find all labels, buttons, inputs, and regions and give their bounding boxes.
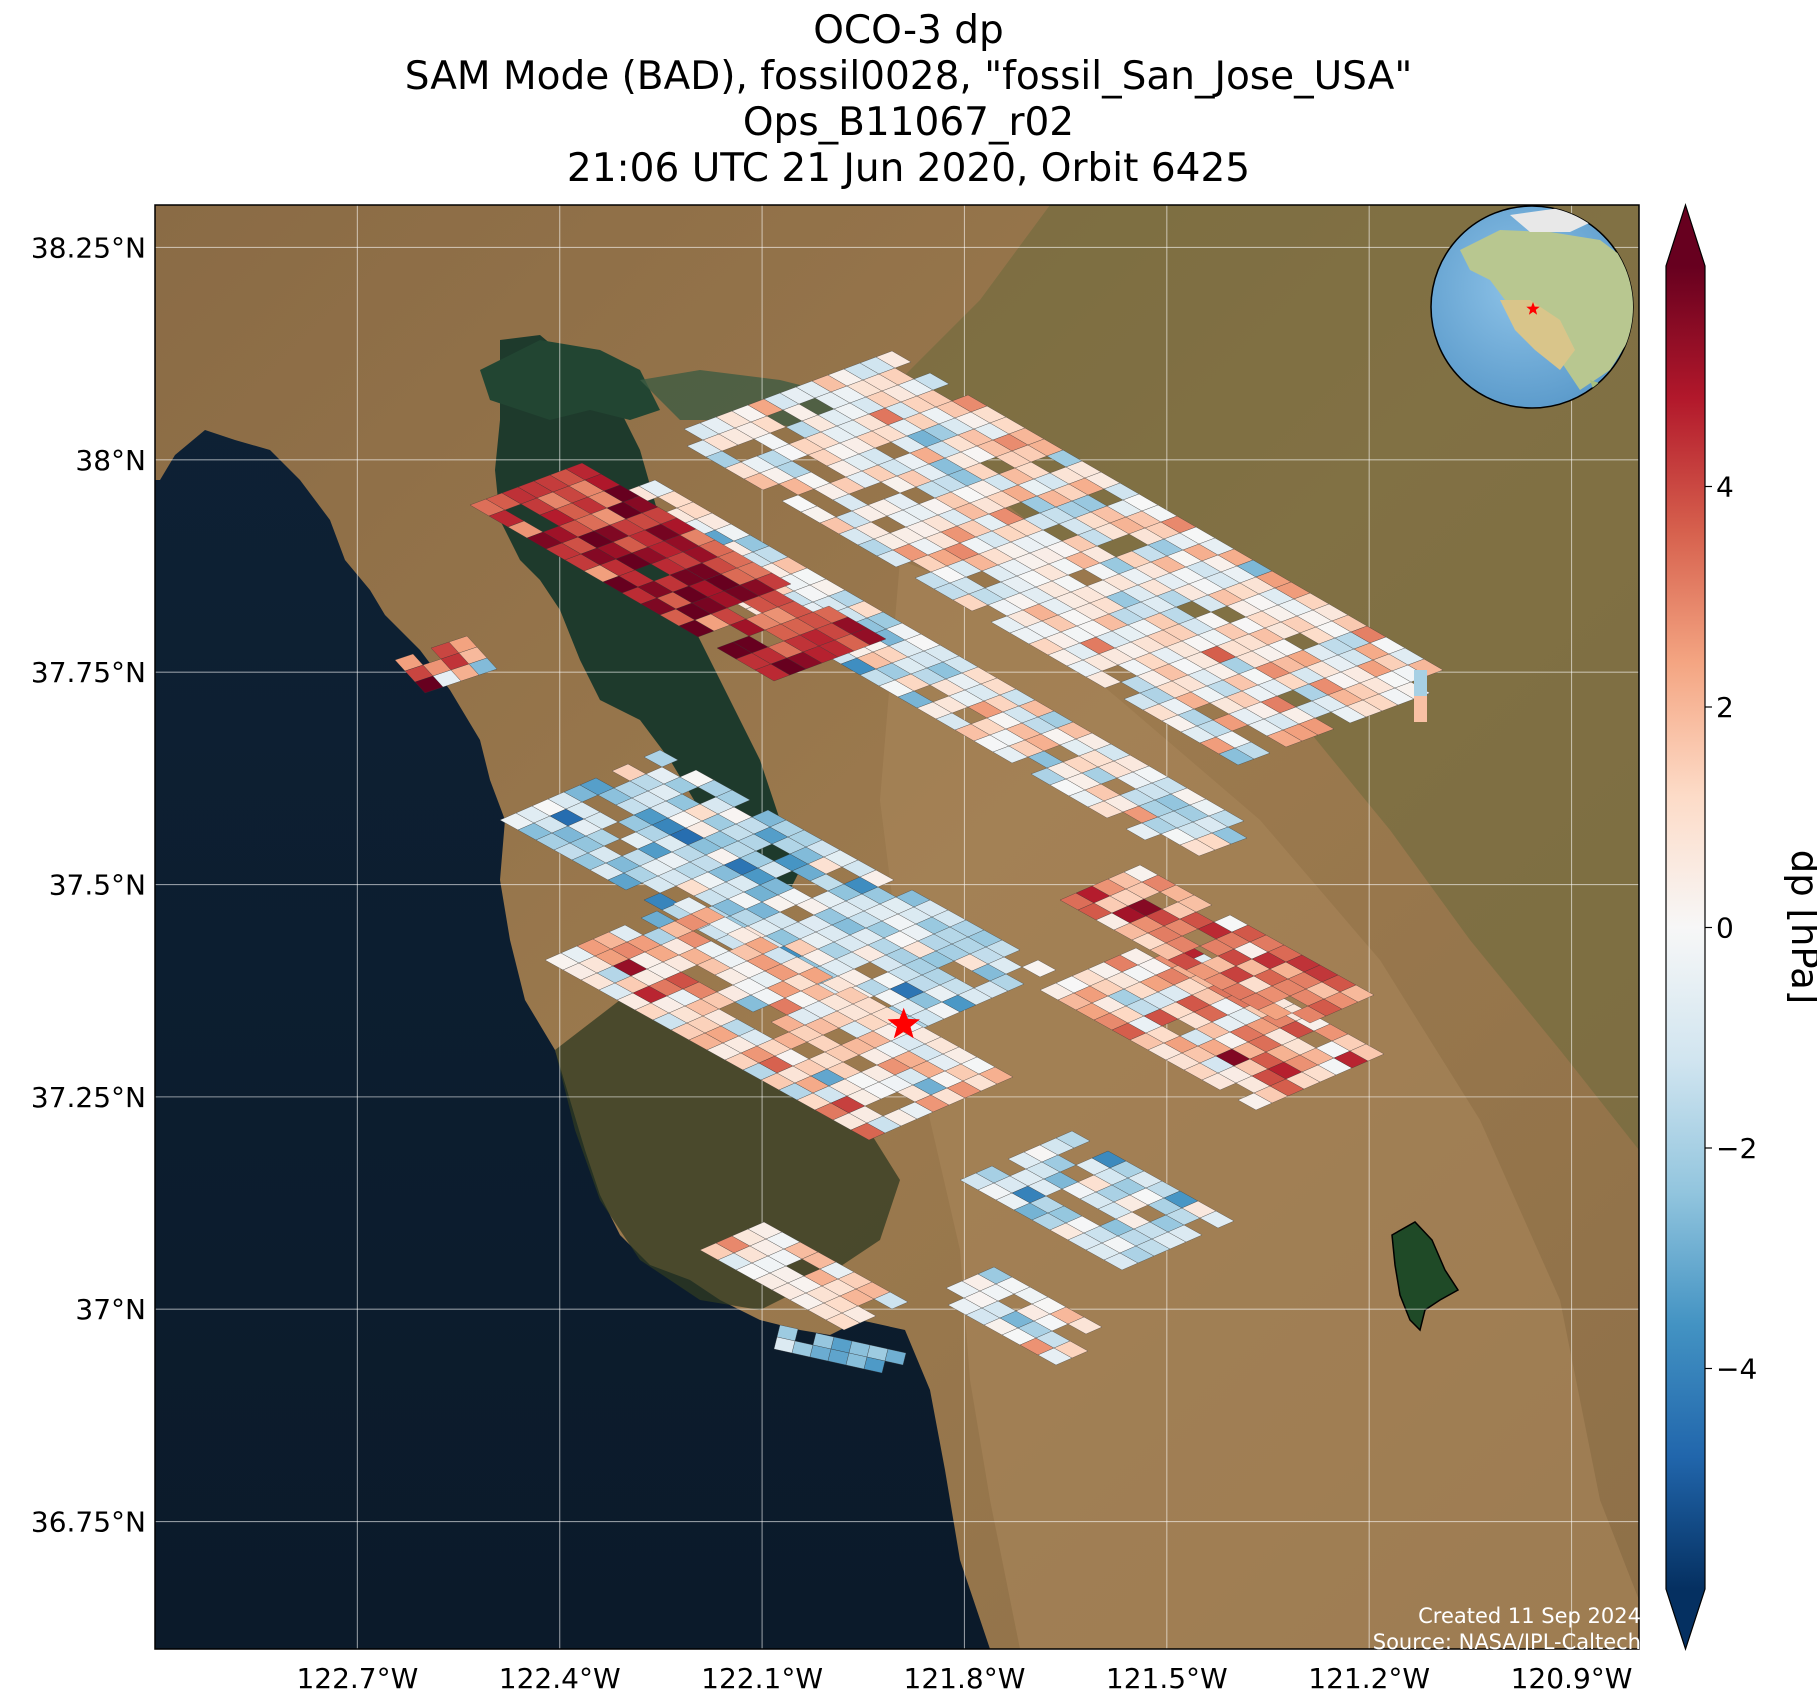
dp-cell [859,869,895,888]
dp-cell [1055,1130,1091,1149]
longitude-labels: 122.7°W 122.4°W 122.1°W 121.8°W 121.5°W 121.2… [296,1662,1632,1695]
dp-cell [1208,809,1245,828]
san-luis-reservoir [1391,1221,1460,1332]
dp-cell [798,966,834,985]
colorbar-tick-label: −2 [1716,1132,1757,1165]
dp-cell [1177,894,1213,913]
dp-cell [1211,826,1248,845]
source-credit: Source: NASA/JPL-Caltech [1372,1630,1641,1654]
created-date: Created 11 Sep 2024 [1418,1604,1641,1628]
dp-cell [978,1066,1014,1085]
dp-cell [884,1348,907,1366]
dp-cell [1067,1316,1103,1335]
globe-inset [1430,205,1634,409]
colorbar-tick-label: 0 [1716,912,1734,945]
colorbar-extend-min [1666,1589,1705,1649]
dp-cell [1414,670,1427,696]
dp-cell [875,350,912,369]
dp-cell [841,1305,877,1324]
title-line-1: OCO-3 dp [813,8,1004,53]
dp-cell [1339,984,1375,1003]
colorbar-gradient [1666,266,1705,1589]
san-pablo-bay [480,340,660,420]
colorbar-label: dp [hPa] [1783,850,1817,1004]
dp-cell [1167,1224,1203,1243]
dp-cell [1298,717,1335,736]
credits: Created 11 Sep 2024 Source: NASA/JPL-Cal… [1373,1603,1641,1655]
colorbar-extend-max [1666,205,1705,266]
lon-tick-label: 121.2°W [1308,1662,1430,1695]
target-star-shape [887,1007,920,1039]
lat-tick-label: 38°N [75,444,146,477]
title-line-4: 21:06 UTC 21 Jun 2020, Orbit 6425 [566,146,1251,191]
dp-cell [715,789,751,808]
lat-tick-label: 37°N [75,1293,146,1326]
latitude-labels: 38.25°N 38°N 37.75°N 37.5°N 37.25°N 37°N 36.75… [31,231,146,1538]
lat-tick-label: 37.75°N [31,656,146,689]
dp-cell [755,572,792,591]
target-star [887,1007,920,1039]
dp-cell [913,372,950,391]
dp-cell [468,657,498,676]
globe-target-star [1526,302,1540,315]
lon-tick-label: 122.4°W [499,1662,621,1695]
santa-cruz-mountains [555,1000,900,1310]
lon-tick-label: 121.8°W [904,1662,1026,1695]
dp-cell [850,627,887,646]
lat-tick-label: 37.25°N [31,1081,146,1114]
dp-cell [1021,959,1057,978]
lat-tick-label: 38.25°N [31,231,146,264]
lon-tick-label: 120.9°W [1511,1662,1633,1695]
colorbar-tick-label: 4 [1716,471,1734,504]
title-line-3: Ops_B11067_r02 [742,100,1075,145]
dp-cell [985,939,1021,958]
lat-tick-label: 37.5°N [49,869,146,902]
lon-tick-label: 122.1°W [701,1662,823,1695]
dp-cell [1234,741,1271,760]
globe-star-shape [1526,302,1540,315]
colorbar-tick-label: 2 [1716,691,1734,724]
dp-soundings [394,350,1444,1374]
dp-cell [643,749,679,768]
colorbar-outline [1665,203,1706,1651]
colorbar-ticks: 4 2 0 −2 −4 [1705,471,1757,1386]
lon-tick-label: 122.7°W [296,1662,418,1695]
lon-tick-label: 121.5°W [1106,1662,1228,1695]
dp-cell [1349,1043,1385,1062]
dp-cell [989,973,1025,992]
dp-cell [1414,696,1427,722]
dp-cell [873,1291,909,1310]
dp-cell [863,1356,886,1374]
dp-cell [1053,1340,1089,1359]
colorbar-tick-label: −4 [1716,1353,1757,1386]
map-frame [154,204,1640,1650]
lat-tick-label: 36.75°N [31,1506,146,1539]
colorbar: 4 2 0 −2 −4 dp [hPa] [1665,203,1817,1651]
dp-cell [1199,1210,1235,1229]
figure-title: OCO-3 dp SAM Mode (BAD), fossil0028, "fo… [0,0,1817,205]
title-line-2: SAM Mode (BAD), fossil0028, "fossil_San_… [404,54,1413,99]
